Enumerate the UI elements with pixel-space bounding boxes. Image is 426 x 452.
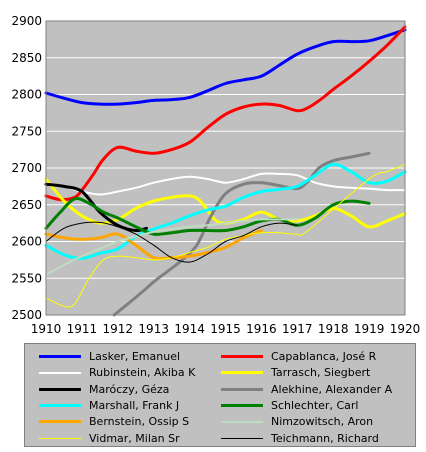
legend-item: Capablanca, José R: [221, 349, 376, 364]
legend-label: Schlechter, Carl: [271, 398, 359, 412]
legend-swatch: [39, 371, 81, 374]
legend-swatch: [221, 355, 263, 358]
y-tick-label: 2850: [11, 51, 42, 65]
legend-item: Marshall, Frank J: [39, 398, 179, 413]
legend-label: Nimzowitsch, Aron: [271, 415, 374, 429]
legend-item: Vidmar, Milan Sr: [39, 431, 180, 446]
x-tick-label: 1917: [282, 322, 313, 336]
legend-item: Lasker, Emanuel: [39, 349, 180, 364]
series-line-schlechter-carl: [44, 197, 371, 236]
x-tick-label: 1918: [318, 322, 349, 336]
legend-item: Tarrasch, Siegbert: [221, 365, 370, 380]
legend-label: Capablanca, José R: [271, 350, 377, 363]
x-tick-label: 1914: [174, 322, 205, 336]
x-tick-label: 1915: [210, 322, 241, 336]
y-tick-label: 2900: [11, 14, 42, 28]
x-tick-label: 1919: [354, 322, 385, 336]
legend-swatch: [221, 420, 263, 423]
series-line-nimzowitsch-aron: [45, 218, 299, 276]
legend-item: Teichmann, Richard: [221, 431, 379, 446]
x-tick-label: 1912: [103, 322, 134, 336]
legend-item: Nimzowitsch, Aron: [221, 414, 373, 429]
x-axis: 1910 1911 1912 1913 1914 1915 1916 1917 1918 1919…: [31, 322, 421, 336]
legend-label: Vidmar, Milan Sr: [89, 431, 180, 445]
y-tick-label: 2700: [11, 161, 42, 175]
legend-item: Maróczy, Géza: [39, 382, 169, 397]
y-tick-label: 2800: [11, 88, 42, 102]
y-tick-label: 2550: [11, 271, 42, 285]
x-tick-label: 1920: [390, 322, 421, 336]
legend-item: Alekhine, Alexander A: [221, 382, 392, 397]
series-line-maroczy-geza: [44, 182, 148, 233]
line-chart: 2500 2550 2600 2650 2700 2750 2800 2850 2900 191…: [11, 14, 421, 336]
series-line-lasker-emanuel: [44, 28, 407, 106]
legend-label: Alekhine, Alexander A: [271, 382, 393, 396]
legend-label: Rubinstein, Akiba K: [89, 366, 196, 380]
legend-swatch: [39, 355, 81, 358]
legend-swatch: [221, 371, 263, 375]
series-line-capablanca-jose-r: [44, 25, 407, 202]
legend-swatch: [39, 420, 81, 424]
x-tick-label: 1916: [246, 322, 277, 336]
y-tick-label: 2500: [11, 308, 42, 322]
legend-label: Tarrasch, Siegbert: [271, 366, 371, 380]
legend-label: Marshall, Frank J: [89, 398, 180, 412]
series-line-marshall-frank-j: [44, 162, 407, 260]
series-line-rubinstein-akiba-k: [45, 172, 406, 196]
y-tick-label: 2750: [11, 124, 42, 138]
series-lines: [44, 25, 407, 317]
x-tick-label: 1911: [67, 322, 98, 336]
y-axis: 2500 2550 2600 2650 2700 2750 2800 2850 2900: [11, 14, 42, 322]
x-tick-label: 1913: [138, 322, 169, 336]
legend-swatch: [221, 403, 263, 407]
series-line-alekhine-alexander-a: [112, 151, 371, 317]
legend-swatch: [39, 403, 81, 407]
legend-label: Maróczy, Géza: [89, 382, 170, 396]
legend-label: Teichmann, Richard: [271, 431, 379, 445]
x-tick-label: 1910: [31, 322, 62, 336]
legend: Lasker, Emanuel Capablanca, José R Rubinst…: [24, 343, 416, 447]
plot-border: [45, 20, 406, 316]
legend-swatch: [221, 387, 263, 391]
series-line-tarrasch-siegbert: [44, 177, 407, 229]
legend-item: Rubinstein, Akiba K: [39, 365, 195, 380]
legend-swatch: [221, 437, 263, 439]
y-tick-label: 2600: [11, 235, 42, 249]
legend-item: Schlechter, Carl: [221, 398, 358, 413]
series-line-vidmar-milan-sr: [45, 163, 406, 308]
series-line-teichmann-richard: [45, 221, 298, 263]
legend-swatch: [39, 437, 81, 439]
series-line-bernstein-ossip-s: [44, 229, 263, 261]
legend-label: Lasker, Emanuel: [89, 350, 181, 363]
legend-item: Bernstein, Ossip S: [39, 414, 189, 429]
legend-label: Bernstein, Ossip S: [89, 415, 190, 429]
y-tick-label: 2650: [11, 198, 42, 212]
legend-swatch: [39, 387, 81, 391]
